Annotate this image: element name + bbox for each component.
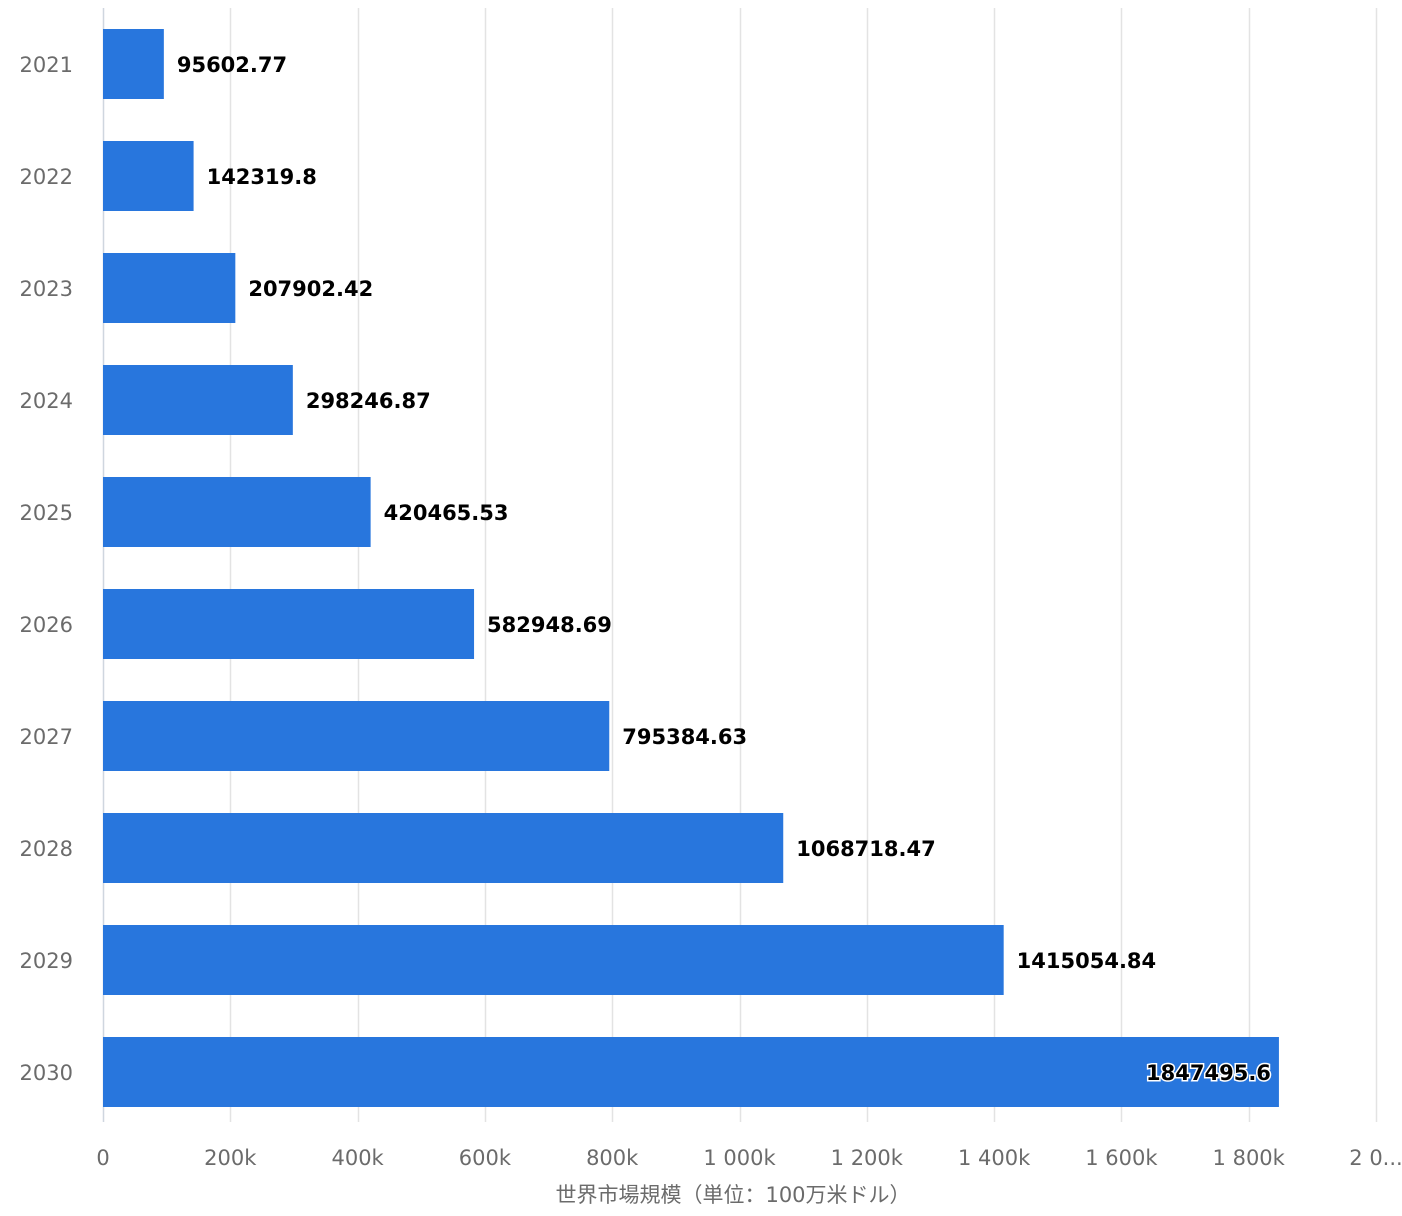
bar[interactable] (103, 29, 164, 99)
data-label: 95602.77 (177, 53, 287, 77)
data-label: 420465.53 (384, 501, 509, 525)
category-label: 2028 (20, 837, 73, 861)
category-label: 2025 (20, 501, 73, 525)
data-label: 1068718.47 (796, 837, 935, 861)
data-label: 795384.63 (622, 725, 747, 749)
category-label: 2029 (20, 949, 73, 973)
category-labels: 2021 2022 2023 2024 2025 2026 2027 2028 2029 2030 (20, 53, 73, 1085)
data-label: 298246.87 (306, 389, 431, 413)
bar[interactable] (103, 1037, 1279, 1107)
category-label: 2023 (20, 277, 73, 301)
data-label: 1847495.6 (1146, 1061, 1271, 1085)
data-labels: 95602.77 142319.8 207902.42 298246.87 420465… (177, 53, 1273, 1087)
bar[interactable] (103, 589, 475, 659)
x-tick-label: 1 800k (1213, 1146, 1286, 1170)
bar[interactable] (103, 365, 293, 435)
x-tick-label: 2 0... (1349, 1146, 1402, 1170)
data-label: 142319.8 (207, 165, 317, 189)
bars (103, 29, 1279, 1107)
x-tick-label: 0 (96, 1146, 109, 1170)
category-label: 2021 (20, 53, 73, 77)
x-tick-label: 400k (331, 1146, 384, 1170)
x-tick-label: 1 000k (703, 1146, 776, 1170)
category-label: 2024 (20, 389, 73, 413)
data-label: 207902.42 (248, 277, 373, 301)
x-tick-label: 800k (586, 1146, 639, 1170)
data-label: 1415054.84 (1017, 949, 1156, 973)
x-tick-label: 200k (204, 1146, 257, 1170)
data-label: 582948.69 (487, 613, 612, 637)
x-tick-label: 1 200k (831, 1146, 904, 1170)
bar[interactable] (103, 813, 784, 883)
category-label: 2022 (20, 165, 73, 189)
category-label: 2026 (20, 613, 73, 637)
bar[interactable] (103, 477, 371, 547)
gridlines (102, 8, 1378, 1122)
bar[interactable] (103, 253, 236, 323)
x-tick-labels: 0 200k 400k 600k 800k 1 000k 1 200k 1 400k 1 600… (96, 1146, 1402, 1170)
category-label: 2030 (20, 1061, 73, 1085)
bar[interactable] (103, 141, 194, 211)
bar[interactable] (103, 925, 1004, 995)
x-tick-label: 1 600k (1085, 1146, 1158, 1170)
x-tick-label: 1 400k (958, 1146, 1031, 1170)
bar[interactable] (103, 701, 610, 771)
x-axis-title: 世界市場規模（単位：100万米ドル） (555, 1183, 910, 1207)
x-tick-label: 600k (459, 1146, 512, 1170)
category-label: 2027 (20, 725, 73, 749)
